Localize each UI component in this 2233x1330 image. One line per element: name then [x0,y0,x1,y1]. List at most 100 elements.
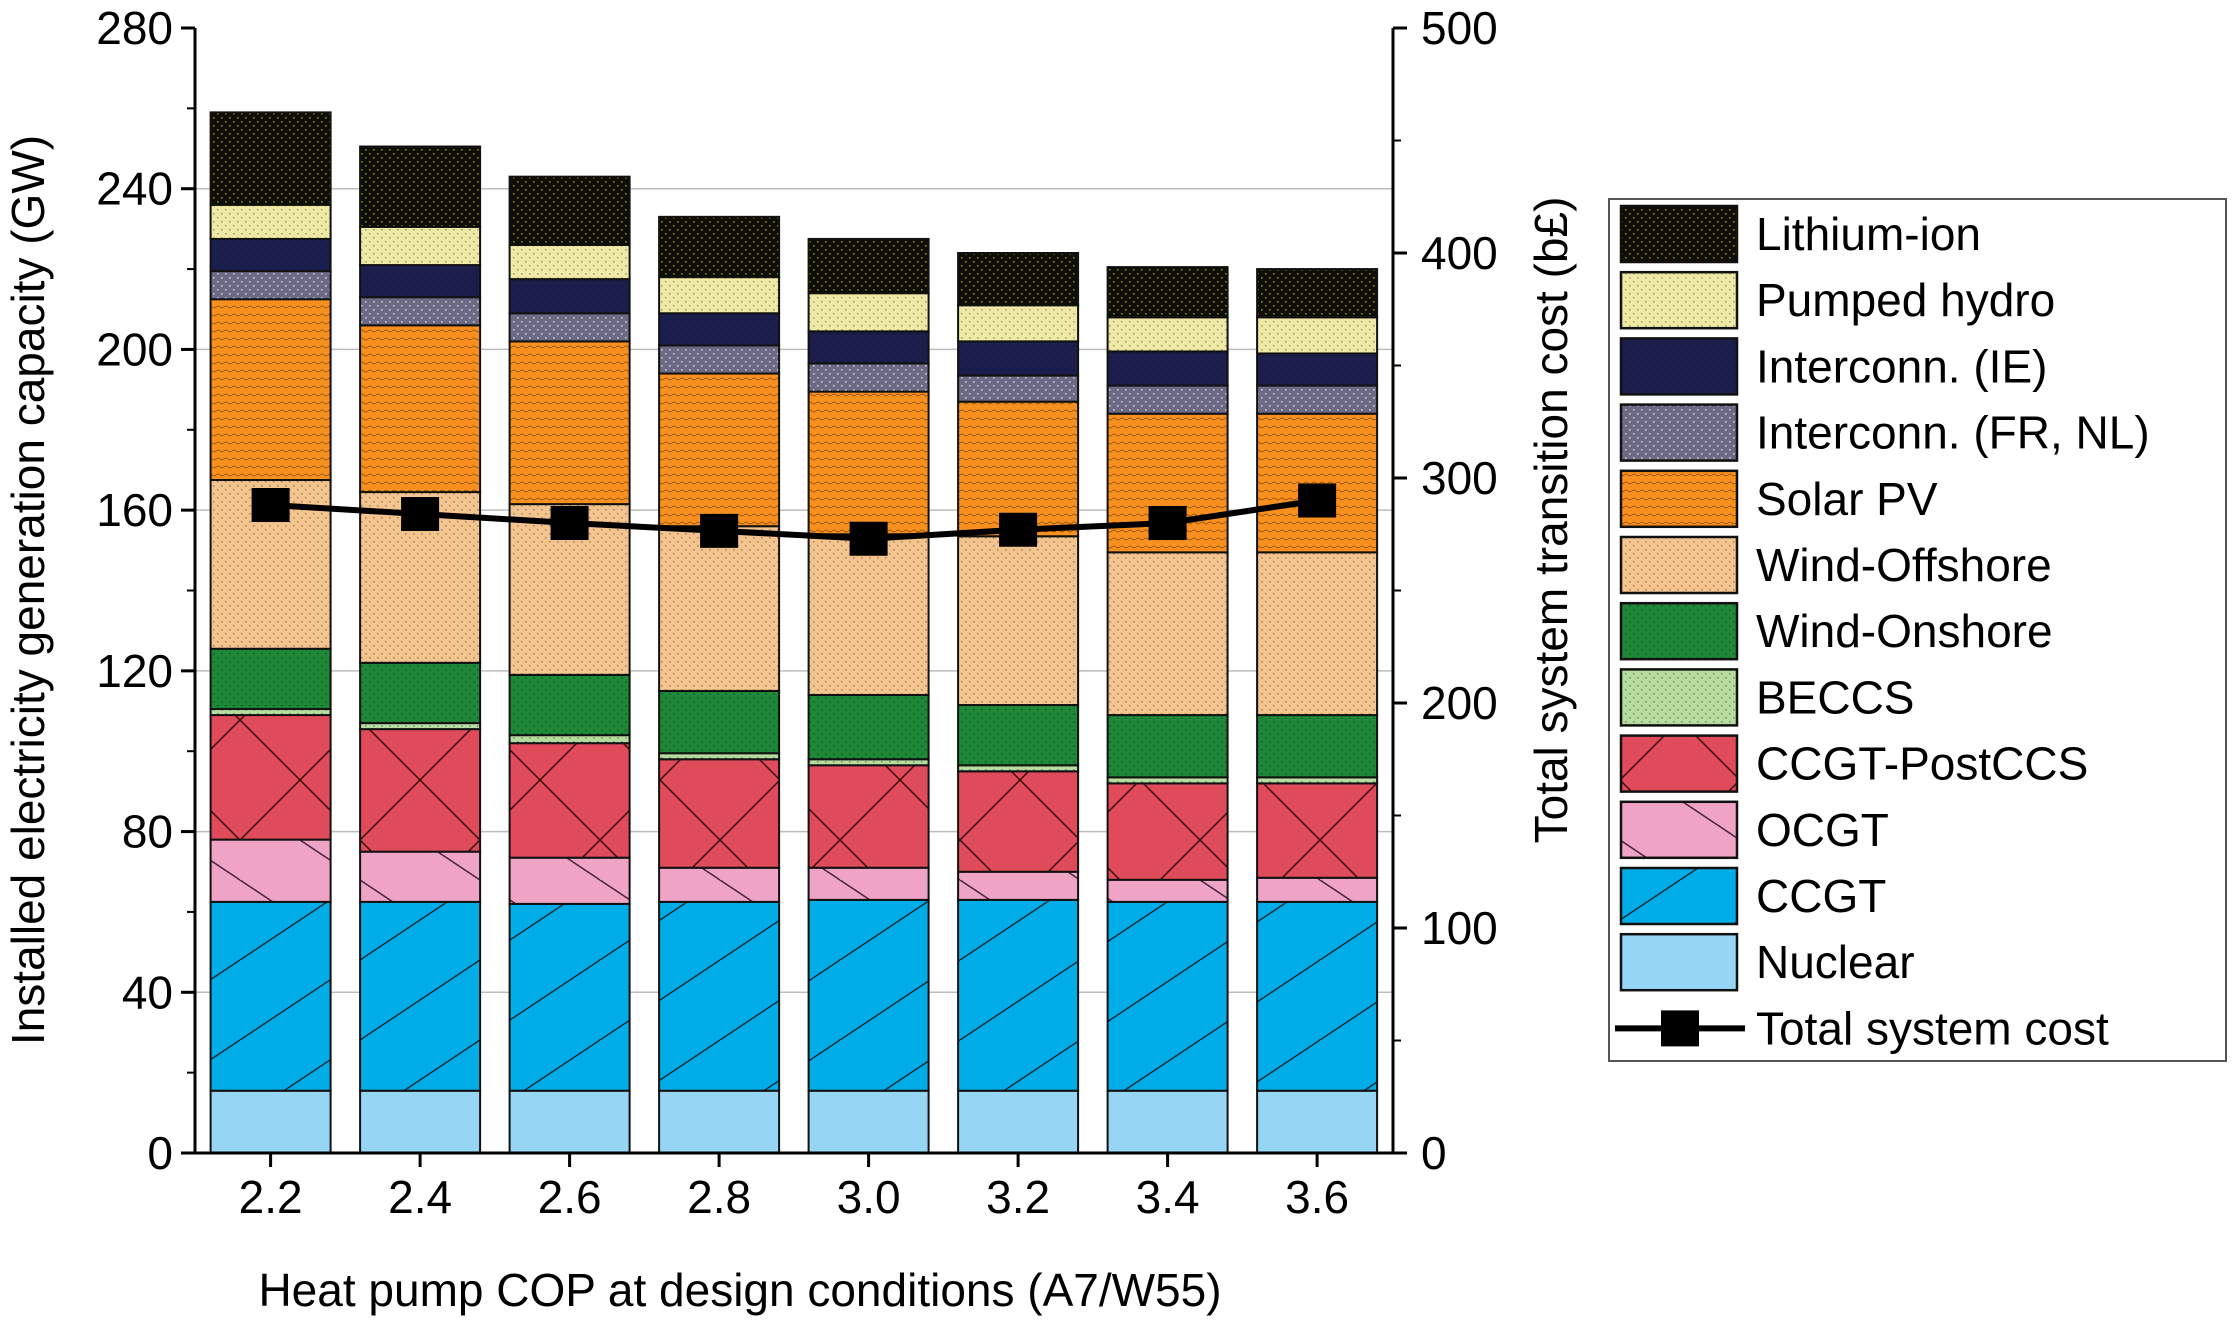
bar-segment-wind-onshore [209,647,332,711]
x-tick-label: 3.2 [986,1171,1050,1223]
bar-segment-interconn-fr-nl- [1106,384,1229,415]
bar-segment-lithium-ion [807,237,930,295]
bar-segment-nuclear [807,1089,930,1155]
bar-segment-interconn-ie- [209,237,332,273]
bar-segment-solar-pv [359,324,482,494]
bar-segment-ccgt [1106,900,1229,1092]
bar-segment-interconn-ie- [1106,350,1229,387]
bar-segment-interconn-ie- [658,312,781,347]
bar-segment-pumped-hydro [658,276,781,315]
bar-segment-ocgt [658,866,781,903]
legend-swatch [1619,601,1739,661]
legend-item: Solar PV [1619,469,1938,529]
legend-swatch [1619,866,1739,926]
y2-tick-label: 500 [1421,2,1498,54]
bar-segment-pumped-hydro [1256,316,1379,355]
bar-segment-wind-offshore [1256,551,1379,717]
legend-swatch [1619,270,1739,330]
legend-label: Lithium-ion [1756,208,1981,260]
legend-label: Interconn. (FR, NL) [1756,407,2150,459]
total-cost-line [251,483,1337,556]
cost-line-path [270,497,1318,542]
bar-segment-wind-onshore [1256,714,1379,779]
bar-segment-ccgt-postccs [1256,782,1379,879]
bar-segment-interconn-fr-nl- [1256,384,1379,415]
legend-label: Total system cost [1756,1002,2109,1054]
bar-segment-nuclear [359,1089,482,1155]
bar-segment-ccgt-postccs [807,764,930,869]
bar-segment-ocgt [1106,878,1229,903]
y-tick-label: 240 [96,163,173,215]
bar-segment-interconn-ie- [807,330,930,365]
bar-stack-2.8 [658,215,781,1155]
legend-swatch [1619,337,1739,396]
bar-segment-ocgt [359,850,482,903]
legend-item: BECCS [1619,668,1914,727]
legend-swatch [1619,668,1739,727]
bar-segment-interconn-fr-nl- [957,374,1080,403]
bar-stack-3.2 [957,252,1080,1155]
x-tick-label: 3.0 [837,1171,901,1223]
legend-item: Interconn. (IE) [1619,337,2047,396]
bar-segment-lithium-ion [1256,268,1379,319]
bar-segment-wind-onshore [957,704,1080,767]
cost-marker [550,506,589,540]
bar-segment-interconn-ie- [508,278,631,315]
bar-segment-interconn-fr-nl- [508,312,631,343]
x-tick-label: 2.2 [239,1171,303,1223]
x-axis-title: Heat pump COP at design conditions (A7/W… [258,1264,1221,1316]
y-tick-label: 160 [96,484,173,536]
bar-stack-2.6 [508,175,631,1155]
bar-segment-solar-pv [209,298,332,482]
bar-segment-wind-onshore [359,661,482,725]
y-tick-label: 280 [96,2,173,54]
legend-label: Nuclear [1756,936,1915,988]
cost-marker [999,512,1038,547]
bar-segment-lithium-ion [957,252,1080,307]
bar-segment-ccgt [658,900,781,1092]
bar-segment-ccgt [957,898,1080,1092]
legend-item: CCGT [1619,866,1886,926]
legend-swatch [1619,932,1739,992]
x-tick-label: 3.6 [1285,1171,1349,1223]
legend-swatch [1619,800,1739,860]
legend: Lithium-ion Pumped hydro Interconn. (IE) In… [1608,198,2227,1062]
x-tick-label: 2.6 [538,1171,602,1223]
x-tick-label: 3.4 [1136,1171,1200,1223]
legend-label: CCGT-PostCCS [1756,738,2088,790]
bar-segment-lithium-ion [359,145,482,228]
legend-label: Wind-Offshore [1756,539,2052,591]
bar-segment-ccgt [359,900,482,1092]
legend-swatch [1619,469,1739,529]
bar-segment-interconn-fr-nl- [209,270,332,301]
bar-segment-interconn-ie- [359,264,482,299]
legend-item: Interconn. (FR, NL) [1619,403,2150,462]
bar-segment-nuclear [957,1089,1080,1155]
legend-item: Total system cost [1615,1002,2109,1054]
bar-stack-3.0 [807,237,930,1155]
bar-segment-solar-pv [1256,412,1379,554]
legend-item: CCGT-PostCCS [1619,734,2088,793]
legend-label: Interconn. (IE) [1756,340,2047,392]
bar-segment-wind-onshore [1106,714,1229,779]
legend-item: Nuclear [1619,932,1915,992]
bar-segment-ccgt [209,900,332,1092]
x-tick-label: 2.8 [687,1171,751,1223]
stacked-bars [209,111,1379,1155]
bar-segment-nuclear [1256,1089,1379,1155]
bar-segment-ccgt [508,902,631,1092]
legend-label: BECCS [1756,671,1914,723]
y-tick-label: 40 [122,966,173,1018]
y2-tick-label: 100 [1421,902,1498,954]
bar-segment-ccgt-postccs [359,728,482,853]
legend-label: Wind-Onshore [1756,605,2053,657]
y2-tick-label: 300 [1421,452,1498,504]
bar-segment-lithium-ion [209,111,332,206]
bar-segment-interconn-ie- [957,340,1080,377]
cost-marker [1298,483,1337,518]
bar-segment-ccgt-postccs [508,742,631,859]
y-tick-label: 0 [147,1127,173,1179]
bar-segment-ccgt [1256,900,1379,1092]
bar-segment-ccgt-postccs [658,758,781,869]
